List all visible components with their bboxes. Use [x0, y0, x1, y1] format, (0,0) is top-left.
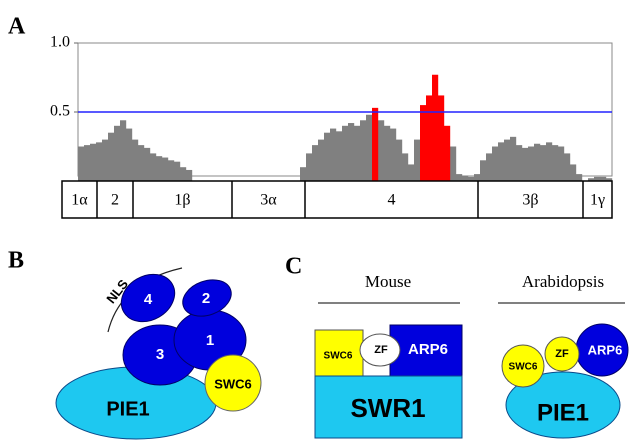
- bar: [114, 126, 120, 181]
- domain-label: 3: [156, 346, 164, 363]
- bar: [390, 129, 396, 181]
- bar: [534, 144, 540, 181]
- bar: [300, 167, 306, 181]
- bar: [138, 145, 144, 181]
- bar: [396, 140, 402, 181]
- swc6-label: SWC6: [509, 362, 538, 373]
- figure: A 1α21β3α43β1γ B NLS 4 2 3 1 SWC6 PIE1 C…: [0, 0, 629, 441]
- bar: [168, 160, 174, 181]
- panel-label: B: [8, 248, 24, 274]
- column-title: Arabidopsis: [522, 272, 604, 291]
- bar: [546, 142, 552, 181]
- bar: [78, 147, 84, 182]
- bar: [132, 140, 138, 181]
- bar: [510, 137, 516, 181]
- bar: [96, 142, 102, 181]
- bar: [576, 174, 582, 181]
- bar: [342, 126, 348, 181]
- bar: [456, 174, 462, 181]
- domain-label: 1β: [174, 192, 190, 209]
- arp6-label: ARP6: [588, 342, 623, 357]
- bar: [186, 170, 192, 181]
- bar: [498, 142, 504, 181]
- pie1-label: PIE1: [106, 398, 149, 420]
- domain-label: 2: [202, 290, 210, 307]
- y-tick-label: 0.5: [50, 103, 70, 120]
- bar: [324, 133, 330, 181]
- plot: [78, 75, 612, 181]
- bar: [174, 162, 180, 181]
- core-label: SWR1: [350, 393, 425, 423]
- domain-label: 1α: [71, 192, 88, 209]
- bar: [444, 126, 450, 181]
- domain-label: 4: [144, 291, 153, 308]
- bar: [486, 153, 492, 181]
- bar: [108, 133, 114, 181]
- bar: [558, 147, 564, 182]
- bar: [150, 153, 156, 181]
- core-label: PIE1: [537, 399, 589, 426]
- bar: [408, 164, 414, 181]
- bar: [354, 126, 360, 181]
- bar: [504, 140, 510, 181]
- swc6-label: SWC6: [214, 376, 252, 391]
- y-tick-label: 1.0: [50, 34, 70, 51]
- bar: [564, 153, 570, 181]
- bar: [480, 160, 486, 181]
- bar: [366, 115, 372, 181]
- domain-label: 1γ: [590, 192, 605, 209]
- bar: [414, 140, 420, 181]
- bar: [180, 167, 186, 181]
- bar: [516, 145, 522, 181]
- bar: [384, 126, 390, 181]
- bar: [570, 164, 576, 181]
- bar: [540, 145, 546, 181]
- domain-bar: 1α 2 1β 3α 4 3β 1γ: [62, 181, 612, 218]
- bar: [348, 123, 354, 181]
- swc6-label: SWC6: [324, 351, 353, 362]
- bar: [318, 140, 324, 181]
- arp6-label: ARP6: [408, 341, 448, 358]
- bar: [372, 108, 378, 181]
- bar: [420, 105, 426, 181]
- bar: [378, 120, 384, 181]
- column-title: Mouse: [365, 272, 411, 291]
- zf-label: ZF: [374, 344, 388, 356]
- bar: [144, 148, 150, 181]
- panel-label: A: [8, 14, 26, 40]
- bar: [330, 129, 336, 181]
- bar: [156, 156, 162, 181]
- bar: [126, 129, 132, 181]
- bar: [162, 158, 168, 181]
- zf-label: ZF: [555, 348, 569, 360]
- domain-label: 3α: [260, 192, 277, 209]
- bar: [336, 131, 342, 181]
- bar: [120, 120, 126, 181]
- bar: [306, 153, 312, 181]
- bar: [438, 95, 444, 181]
- bar: [90, 144, 96, 181]
- bar: [432, 75, 438, 181]
- bar: [312, 145, 318, 181]
- bar: [528, 147, 534, 182]
- bar: [102, 140, 108, 181]
- bar: [462, 175, 468, 181]
- panel-label: C: [285, 254, 302, 280]
- domain-label: 2: [111, 192, 119, 209]
- bar: [84, 145, 90, 181]
- domain-label: 4: [388, 192, 396, 209]
- bar: [450, 147, 456, 182]
- bar: [492, 147, 498, 182]
- bar: [522, 148, 528, 181]
- domain-label: 1: [206, 332, 214, 349]
- bar: [426, 95, 432, 181]
- bar: [402, 153, 408, 181]
- bar: [360, 120, 366, 181]
- bar: [474, 174, 480, 181]
- bar: [552, 145, 558, 181]
- domain-label: 3β: [522, 192, 538, 209]
